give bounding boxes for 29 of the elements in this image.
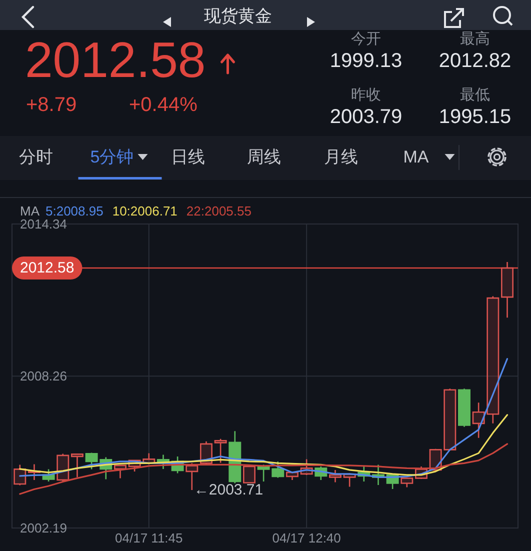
text: 最高 — [460, 30, 490, 48]
annotation: ←2003.71 — [194, 481, 264, 498]
text: 最低 — [460, 86, 490, 104]
text: 2012.82 — [438, 50, 512, 72]
text: +8.79 — [26, 94, 77, 116]
text: 1995.15 — [438, 106, 512, 128]
x-tick-label: 04/17 11:45 — [115, 530, 183, 546]
text: 月线 — [324, 148, 358, 166]
text: 日线 — [171, 148, 205, 166]
text: 昨收 — [351, 86, 381, 104]
text: 10:2006.71 — [112, 204, 178, 218]
text: 周线 — [247, 148, 281, 166]
text: 5:2008.95 — [46, 204, 104, 218]
text: 5分钟 — [90, 148, 134, 166]
text: 1999.13 — [330, 50, 402, 72]
text: 22:2005.55 — [186, 204, 252, 218]
chart-subtitle: 2012.58 — [25, 32, 206, 88]
text: MA — [403, 148, 430, 166]
chart-title: 现货黄金 — [204, 6, 272, 26]
ref-line-label: 2012.58 — [20, 260, 74, 277]
text: +0.44% — [129, 94, 198, 116]
text: 分时 — [19, 148, 53, 166]
legend-title: MA — [20, 204, 40, 218]
text: 2003.79 — [330, 106, 402, 128]
y-tick-label: 2002.19 — [20, 520, 67, 536]
x-tick-label: 04/17 12:40 — [272, 530, 341, 546]
text: 今开 — [351, 30, 381, 48]
y-tick-label: 2008.26 — [20, 368, 67, 384]
y-tick-label: 2014.34 — [20, 216, 67, 232]
